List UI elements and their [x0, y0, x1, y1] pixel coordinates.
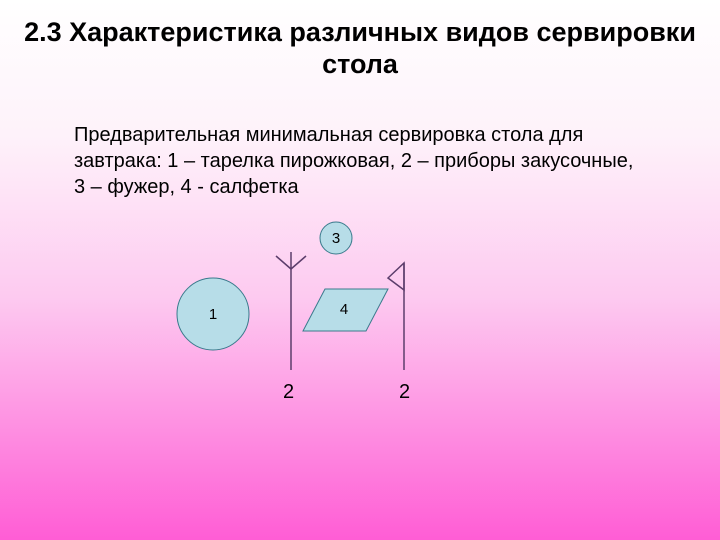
- knife-blade: [388, 263, 404, 290]
- knife-label: 2: [399, 381, 410, 403]
- slide: 2.3 Характеристика различных видов серви…: [0, 0, 720, 540]
- fork-line: [291, 256, 306, 269]
- napkin-label: 4: [340, 301, 348, 318]
- glass-label: 3: [332, 230, 340, 247]
- fork-line: [276, 256, 291, 269]
- plate-label: 1: [209, 306, 217, 323]
- table-setting-diagram: 1 3 4 2 2: [0, 0, 720, 540]
- fork-label: 2: [283, 381, 294, 403]
